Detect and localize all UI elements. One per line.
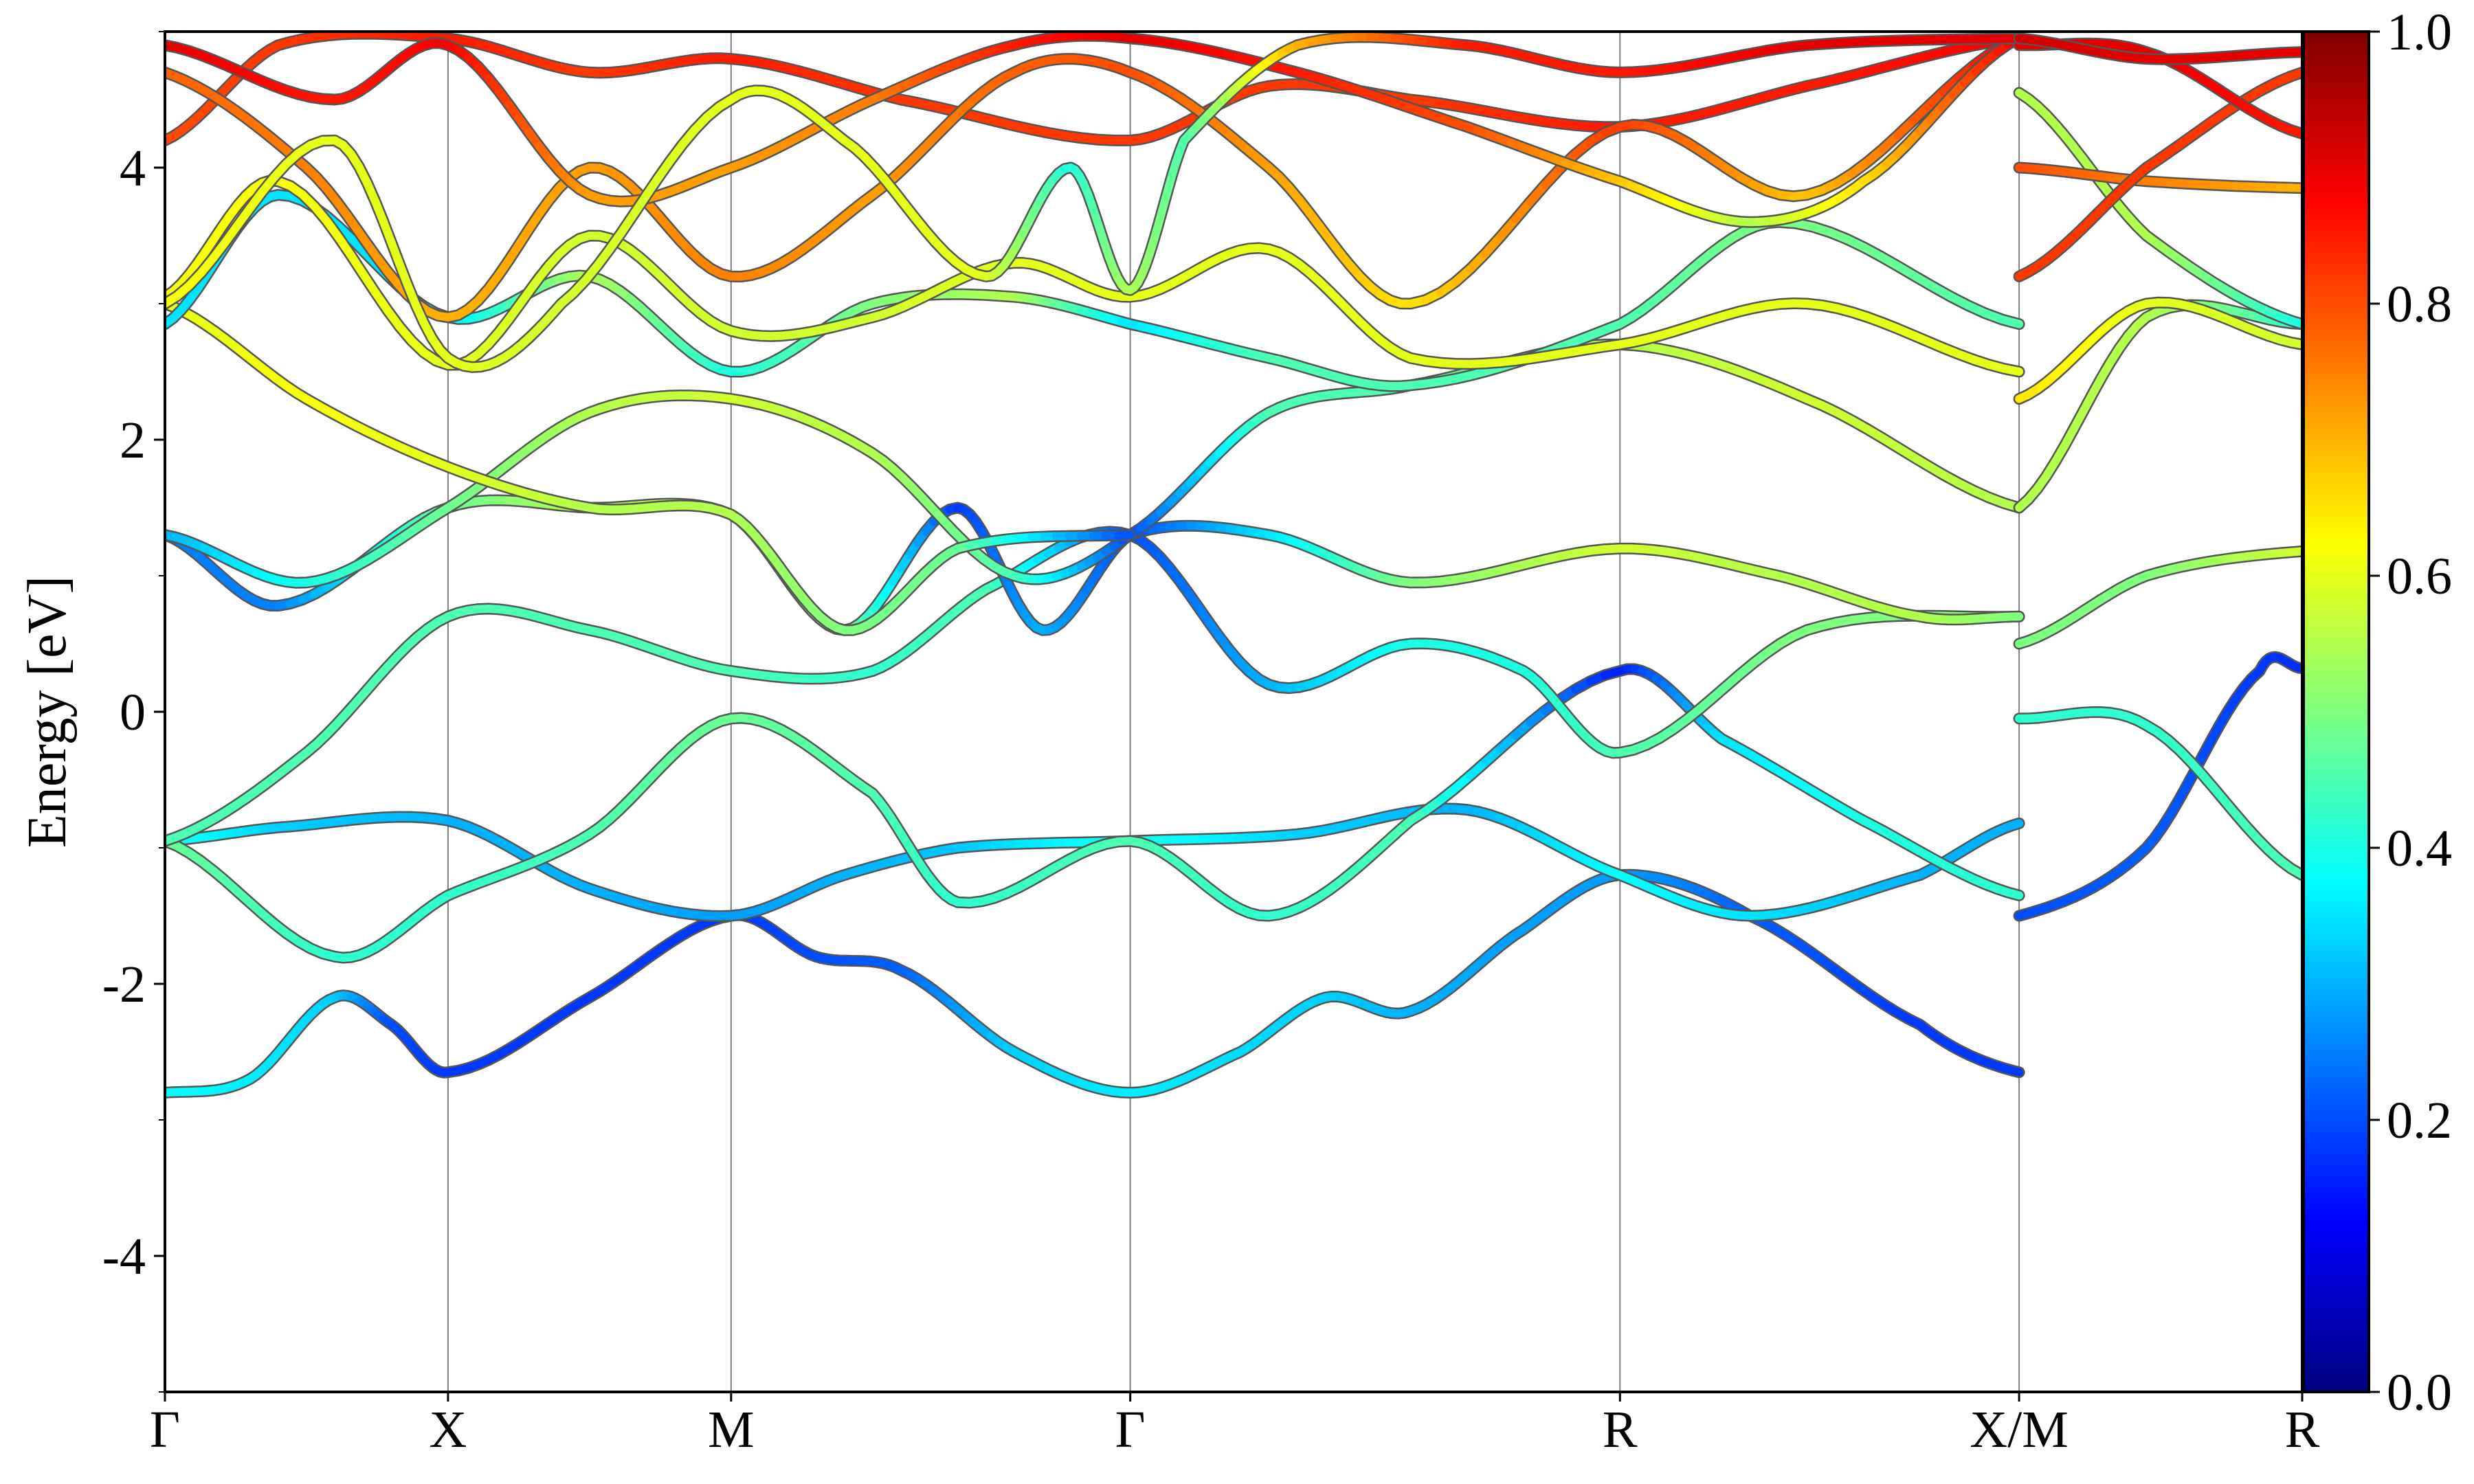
band-2 bbox=[165, 802, 2025, 922]
colorbar-tick-label: 0.6 bbox=[2387, 548, 2452, 605]
y-tick-label: 0 bbox=[120, 684, 146, 741]
band-15 bbox=[165, 32, 2025, 324]
band-4 bbox=[2013, 706, 2302, 881]
band-outline bbox=[2013, 651, 2302, 922]
band-segment bbox=[2003, 888, 2024, 900]
band-segment bbox=[2007, 1066, 2024, 1077]
band-18 bbox=[2013, 87, 2302, 330]
band-13 bbox=[2013, 296, 2302, 405]
band-17 bbox=[165, 32, 2025, 373]
colorbar-tick-label: 0.2 bbox=[2387, 1092, 2452, 1149]
colorbar bbox=[2302, 30, 2370, 1393]
y-tick-label: 2 bbox=[120, 412, 146, 469]
high-symmetry-lines bbox=[447, 32, 2020, 1392]
colorbar-tick-label: 0.8 bbox=[2387, 276, 2452, 333]
band-outline bbox=[2013, 545, 2302, 650]
band-segment bbox=[2286, 316, 2302, 328]
y-axis-label: Energy [eV] bbox=[17, 576, 78, 848]
band-segment bbox=[2286, 864, 2302, 879]
band-5 bbox=[165, 526, 2025, 847]
band-10 bbox=[165, 297, 1137, 636]
band-19 bbox=[2013, 161, 2302, 194]
x-tick-label: R bbox=[1603, 1401, 1638, 1459]
x-tick-label: R bbox=[2285, 1401, 2320, 1459]
colorbar-tick-label: 0.0 bbox=[2387, 1364, 2452, 1421]
y-tick-label: 4 bbox=[120, 139, 146, 197]
y-tick-label: -4 bbox=[102, 1228, 146, 1285]
band-1 bbox=[2013, 651, 2302, 922]
x-tick-label: X/M bbox=[1970, 1401, 2069, 1459]
plot-frame bbox=[164, 30, 2304, 1393]
band-3 bbox=[165, 663, 2025, 964]
band-segment bbox=[2286, 338, 2302, 349]
band-7 bbox=[2013, 545, 2302, 650]
band-segment bbox=[2286, 47, 2302, 57]
x-tick-label: Γ bbox=[1115, 1401, 1146, 1459]
colorbar-axis: 0.0 0.2 0.4 0.6 0.8 1.0 bbox=[2369, 3, 2452, 1421]
band-0 bbox=[165, 868, 2025, 1099]
band-16 bbox=[165, 32, 2025, 228]
colorbar-tick-label: 1.0 bbox=[2387, 3, 2452, 61]
band-segment bbox=[1113, 530, 1135, 540]
band-segment bbox=[2286, 547, 2302, 556]
x-tick-label: Γ bbox=[150, 1401, 180, 1459]
band-segment bbox=[1998, 315, 2024, 328]
x-tick-label: X bbox=[429, 1401, 467, 1459]
band-segment bbox=[2286, 68, 2302, 80]
band-segment bbox=[2000, 364, 2024, 376]
band-segment bbox=[2007, 819, 2024, 830]
band-segment bbox=[2286, 126, 2302, 138]
x-axis: Γ X M Γ R X/M R bbox=[150, 1392, 2320, 1459]
y-axis: -4 -2 0 2 4 bbox=[102, 31, 165, 1393]
colorbar-tick-label: 0.4 bbox=[2387, 820, 2452, 877]
band-lines bbox=[165, 32, 2302, 1099]
y-tick-label: -2 bbox=[102, 956, 146, 1013]
band-22 bbox=[2013, 32, 2302, 65]
x-tick-label: M bbox=[708, 1401, 755, 1459]
